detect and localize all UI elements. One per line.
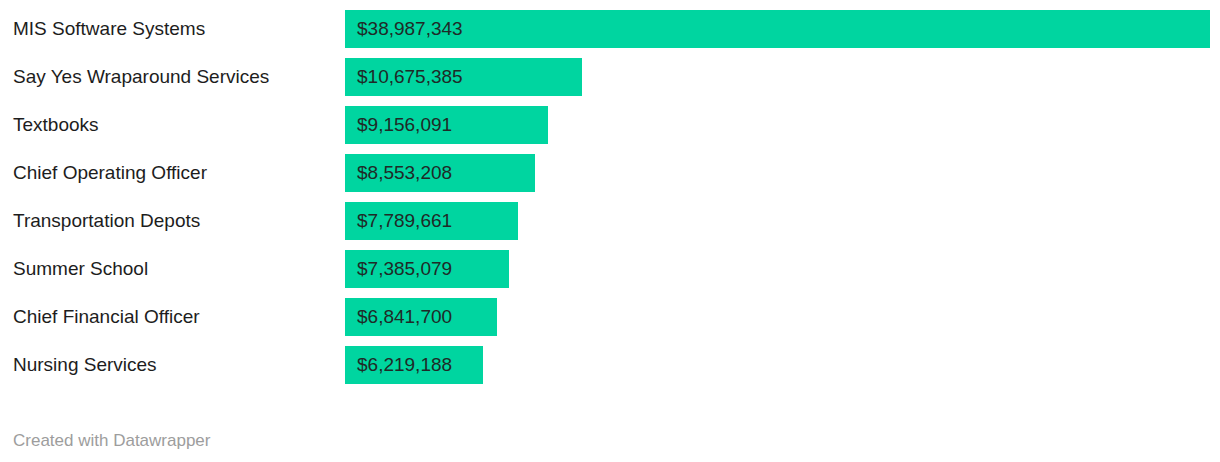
chart-row: Summer School$7,385,079 xyxy=(0,250,1220,288)
value-bar: $7,385,079 xyxy=(345,250,509,288)
chart-row: Transportation Depots$7,789,661 xyxy=(0,202,1220,240)
value-label: $9,156,091 xyxy=(345,114,452,136)
chart-row: Nursing Services$6,219,188 xyxy=(0,346,1220,384)
category-label: MIS Software Systems xyxy=(0,19,345,40)
value-bar: $10,675,385 xyxy=(345,58,582,96)
value-label: $38,987,343 xyxy=(345,18,463,40)
bar-chart: MIS Software Systems$38,987,343 Say Yes W… xyxy=(0,0,1220,451)
category-label: Nursing Services xyxy=(0,355,345,376)
value-bar: $9,156,091 xyxy=(345,106,548,144)
datawrapper-credit-link[interactable]: Created with Datawrapper xyxy=(13,431,210,451)
value-bar: $7,789,661 xyxy=(345,202,518,240)
value-label: $6,841,700 xyxy=(345,306,452,328)
value-label: $8,553,208 xyxy=(345,162,452,184)
category-label: Chief Operating Officer xyxy=(0,163,345,184)
category-label: Say Yes Wraparound Services xyxy=(0,67,345,88)
value-label: $7,385,079 xyxy=(345,258,452,280)
category-label: Textbooks xyxy=(0,115,345,136)
value-bar: $8,553,208 xyxy=(345,154,535,192)
value-bar: $6,219,188 xyxy=(345,346,483,384)
value-bar: $38,987,343 xyxy=(345,10,1210,48)
value-label: $10,675,385 xyxy=(345,66,463,88)
chart-row: Chief Operating Officer$8,553,208 xyxy=(0,154,1220,192)
value-label: $6,219,188 xyxy=(345,354,452,376)
category-label: Transportation Depots xyxy=(0,211,345,232)
chart-row: Say Yes Wraparound Services$10,675,385 xyxy=(0,58,1220,96)
category-label: Chief Financial Officer xyxy=(0,307,345,328)
category-label: Summer School xyxy=(0,259,345,280)
chart-row: Textbooks$9,156,091 xyxy=(0,106,1220,144)
chart-row: MIS Software Systems$38,987,343 xyxy=(0,10,1220,48)
chart-rows: MIS Software Systems$38,987,343 Say Yes W… xyxy=(0,10,1220,384)
chart-row: Chief Financial Officer$6,841,700 xyxy=(0,298,1220,336)
value-bar: $6,841,700 xyxy=(345,298,497,336)
value-label: $7,789,661 xyxy=(345,210,452,232)
